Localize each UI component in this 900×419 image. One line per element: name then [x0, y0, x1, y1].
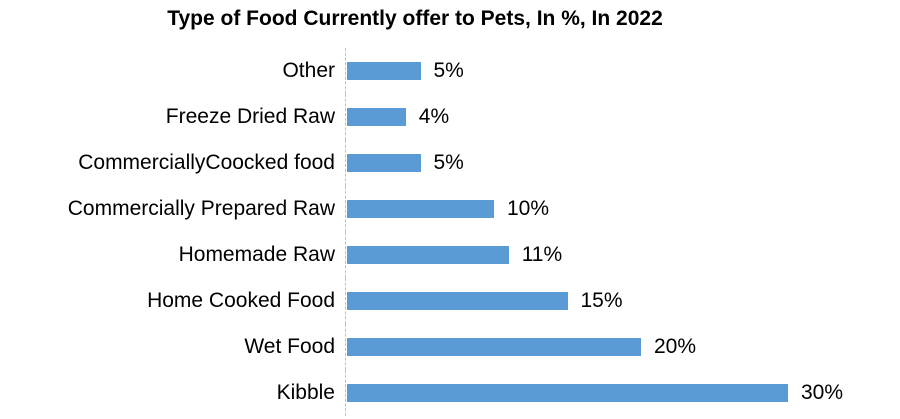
category-label: Home Cooked Food — [147, 289, 335, 312]
bar-row: Wet Food 20% — [0, 324, 900, 370]
bar-row: Freeze Dried Raw 4% — [0, 94, 900, 140]
category-label: Wet Food — [244, 335, 335, 358]
bar-track: 10% — [345, 186, 900, 232]
bar — [347, 200, 494, 218]
bar-row: Homemade Raw 11% — [0, 232, 900, 278]
category-label: CommerciallyCoocked food — [78, 151, 335, 174]
value-label: 4% — [418, 105, 450, 128]
bar — [347, 338, 641, 356]
bar-row: Home Cooked Food 15% — [0, 278, 900, 324]
bar-track: 20% — [345, 324, 900, 370]
category-label: Homemade Raw — [178, 243, 335, 266]
chart-title: Type of Food Currently offer to Pets, In… — [167, 7, 663, 30]
bar-row: Kibble 30% — [0, 370, 900, 416]
bar-track: 15% — [345, 278, 900, 324]
bar-row: Commercially Prepared Raw 10% — [0, 186, 900, 232]
value-label: 30% — [801, 381, 844, 404]
bar-track: 4% — [345, 94, 900, 140]
bar-track: 30% — [345, 370, 900, 416]
bar-track: 5% — [345, 48, 900, 94]
value-label: 5% — [433, 151, 464, 174]
bar-row: Other 5% — [0, 48, 900, 94]
category-label: Freeze Dried Raw — [165, 105, 335, 128]
value-label: 20% — [654, 335, 697, 358]
plot-area: Other 5% Freeze Dried Raw 4% Commerciall… — [0, 48, 900, 416]
bar — [347, 246, 509, 264]
bar-track: 5% — [345, 140, 900, 186]
category-label: Commercially Prepared Raw — [67, 197, 335, 220]
category-label: Other — [282, 59, 335, 82]
bar — [347, 62, 421, 80]
bar — [347, 154, 421, 172]
bar-track: 11% — [345, 232, 900, 278]
value-label: 11% — [521, 243, 563, 266]
bar — [347, 108, 406, 126]
value-label: 15% — [580, 289, 623, 312]
value-label: 10% — [507, 197, 550, 220]
bar-rows: Other 5% Freeze Dried Raw 4% Commerciall… — [0, 48, 900, 416]
bar — [347, 384, 788, 402]
category-label: Kibble — [276, 381, 335, 404]
bar-row: CommerciallyCoocked food 5% — [0, 140, 900, 186]
value-label: 5% — [433, 59, 464, 82]
bar — [347, 292, 568, 310]
